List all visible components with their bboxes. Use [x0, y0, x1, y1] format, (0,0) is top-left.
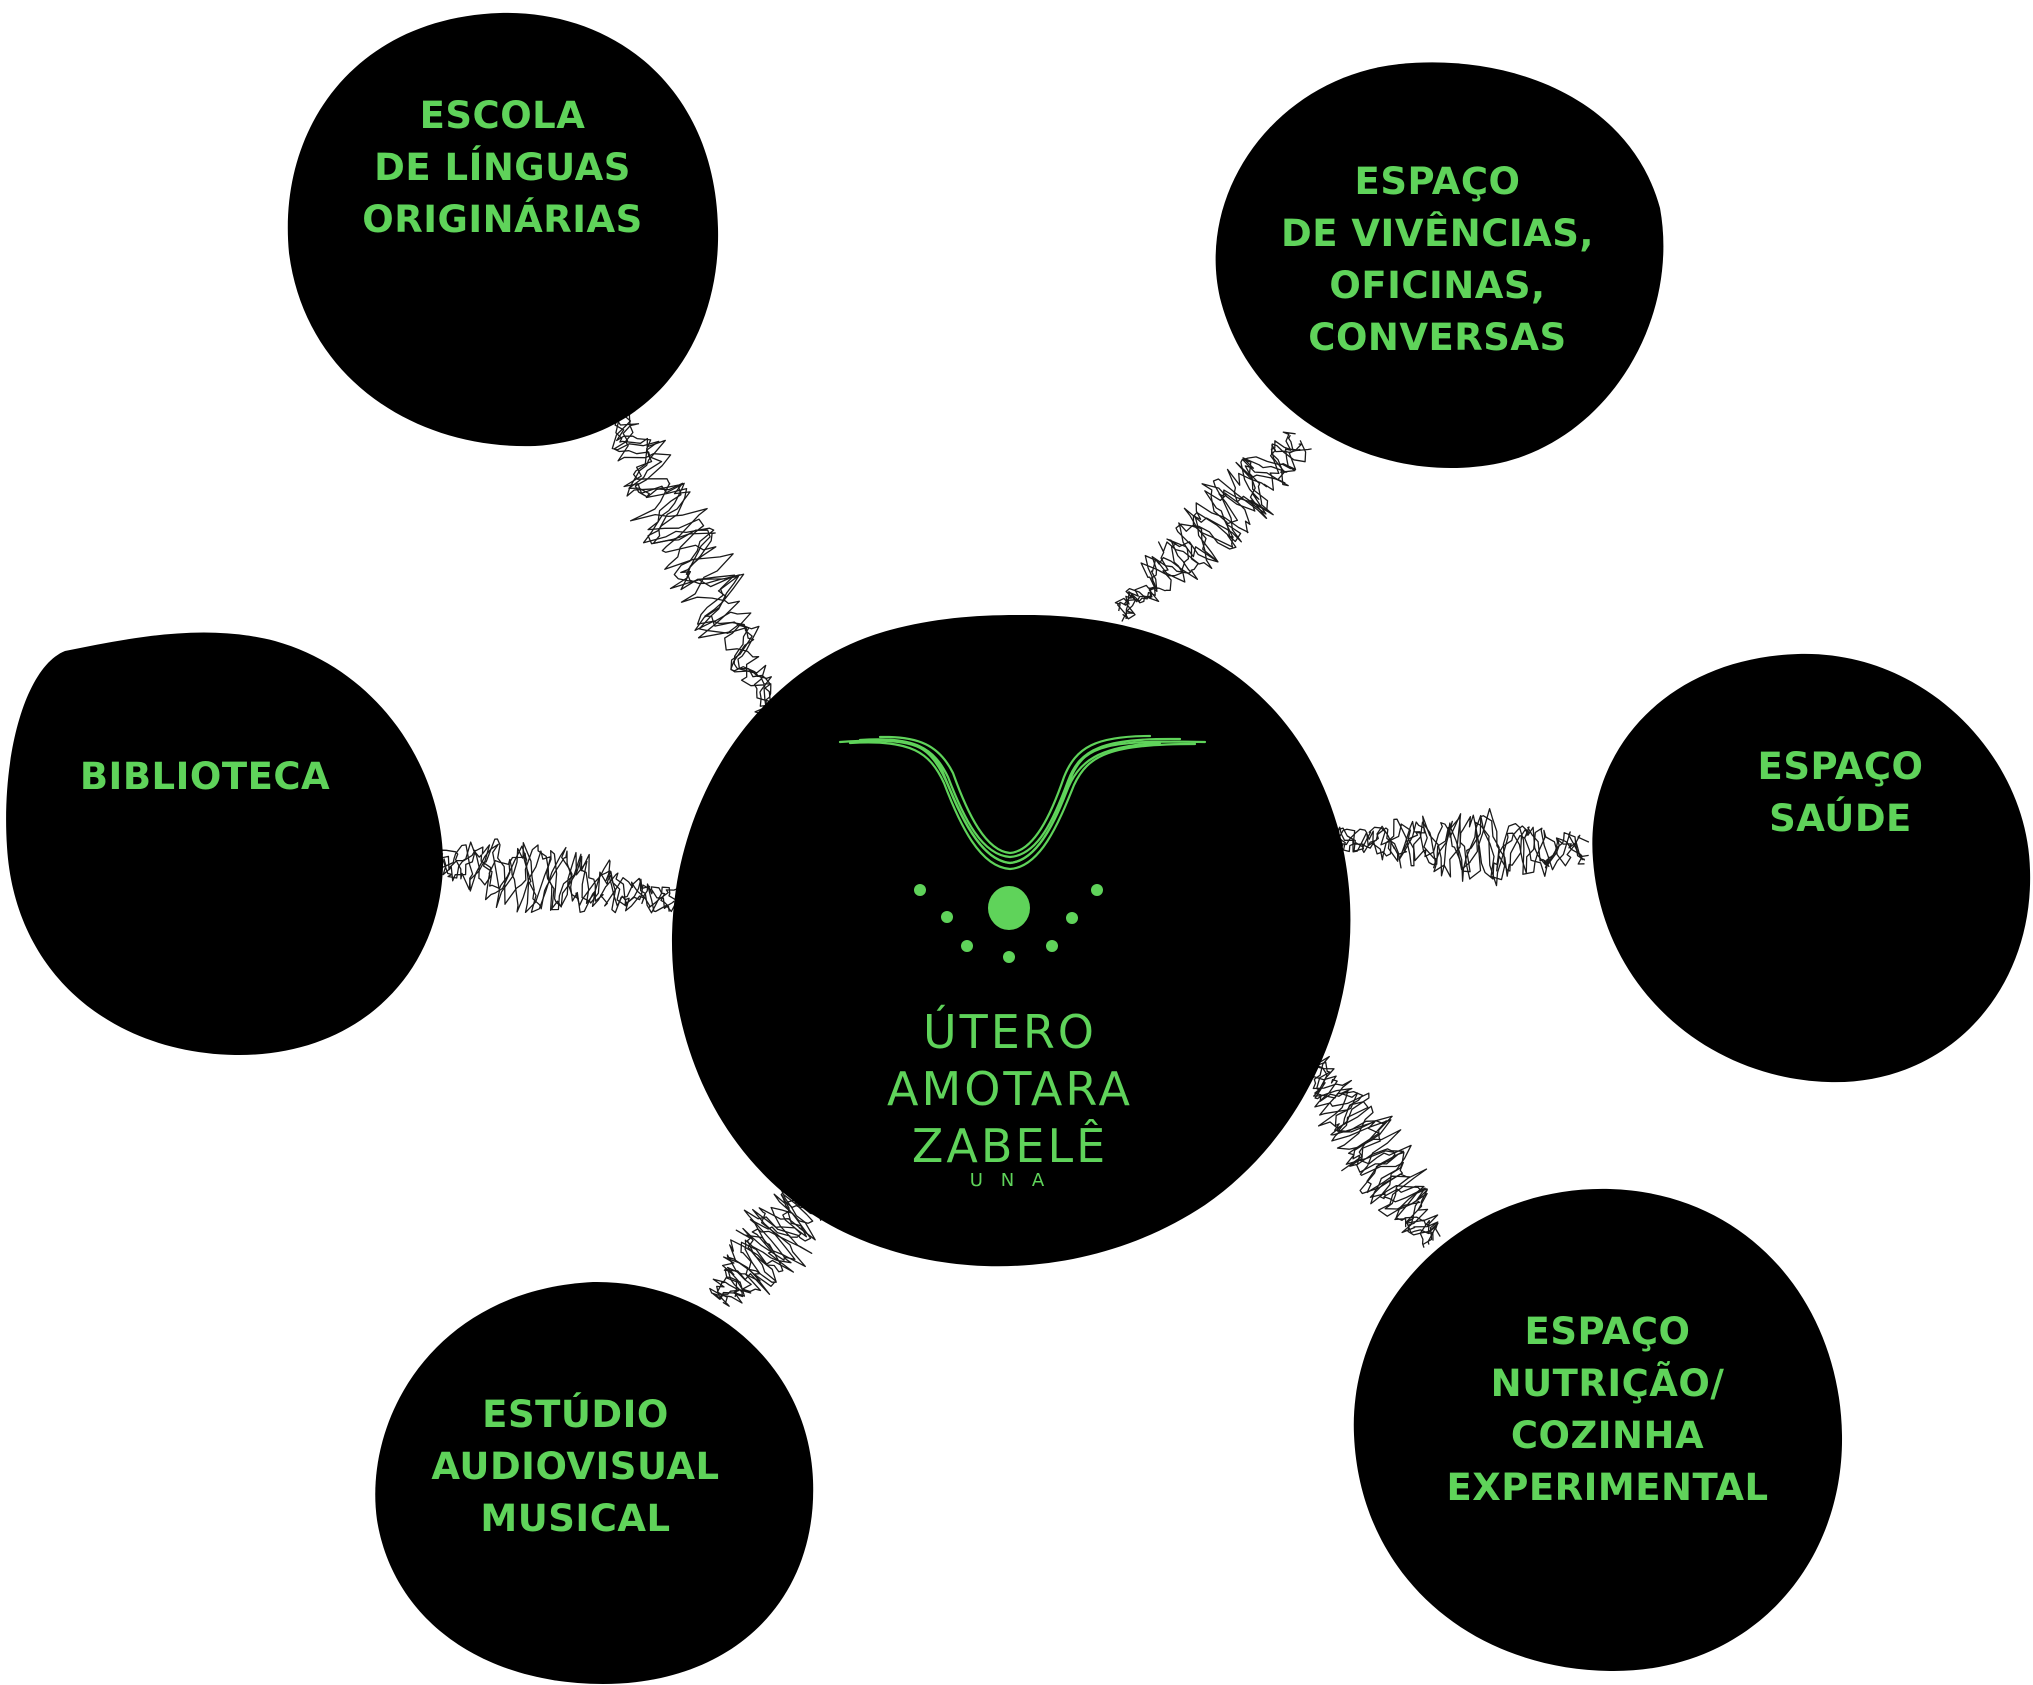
blob-escola: [287, 12, 719, 447]
node-biblioteca: BIBLIOTECA: [5, 617, 445, 1057]
label-escola: ESCOLA DE LÍNGUAS ORIGINÁRIAS: [362, 94, 643, 241]
connector-nutricao: [1289, 1037, 1441, 1248]
label-saude: ESPAÇO SAÚDE: [1757, 744, 1924, 840]
label-nutricao: ESPAÇO NUTRIÇÃO/ COZINHA EXPERIMENTAL: [1446, 1310, 1769, 1509]
node-espaco-de-vivencias: ESPAÇO DE VIVÊNCIAS, OFICINAS, CONVERSAS: [1210, 58, 1665, 469]
label-vivencias: ESPAÇO DE VIVÊNCIAS, OFICINAS, CONVERSAS: [1281, 160, 1594, 359]
label-estudio: ESTÚDIO AUDIOVISUAL MUSICAL: [431, 1392, 720, 1540]
center-node: ÚTERO AMOTARA ZABELÊ U N A: [660, 605, 1360, 1270]
logo-line-1: ÚTERO: [922, 1005, 1097, 1059]
blob-estudio: [375, 1281, 814, 1684]
node-espaco-saude: ESPAÇO SAÚDE: [1588, 650, 2033, 1085]
node-espaco-nutricao: ESPAÇO NUTRIÇÃO/ COZINHA EXPERIMENTAL: [1350, 1185, 1845, 1675]
logo-subtitle: U N A: [969, 1170, 1051, 1191]
blob-biblioteca: [6, 632, 444, 1056]
connector-saude: [1331, 808, 1590, 887]
connector-vivencias: [1114, 431, 1312, 622]
connector-biblioteca: [438, 838, 680, 914]
utero-logo-emblem: [838, 734, 1207, 963]
logo-line-2: AMOTARA: [887, 1062, 1133, 1116]
blob-saude: [1592, 653, 2031, 1083]
connector-escola: [604, 406, 787, 722]
label-biblioteca: BIBLIOTECA: [79, 755, 331, 798]
node-estudio-audiovisual: ESTÚDIO AUDIOVISUAL MUSICAL: [373, 1280, 818, 1685]
blob-vivencias: [1215, 62, 1664, 469]
node-escola-de-linguas: ESCOLA DE LÍNGUAS ORIGINÁRIAS: [285, 8, 720, 448]
center-blob: [671, 614, 1351, 1267]
blob-nutricao: [1353, 1188, 1843, 1672]
logo-line-3: ZABELÊ: [911, 1119, 1109, 1173]
